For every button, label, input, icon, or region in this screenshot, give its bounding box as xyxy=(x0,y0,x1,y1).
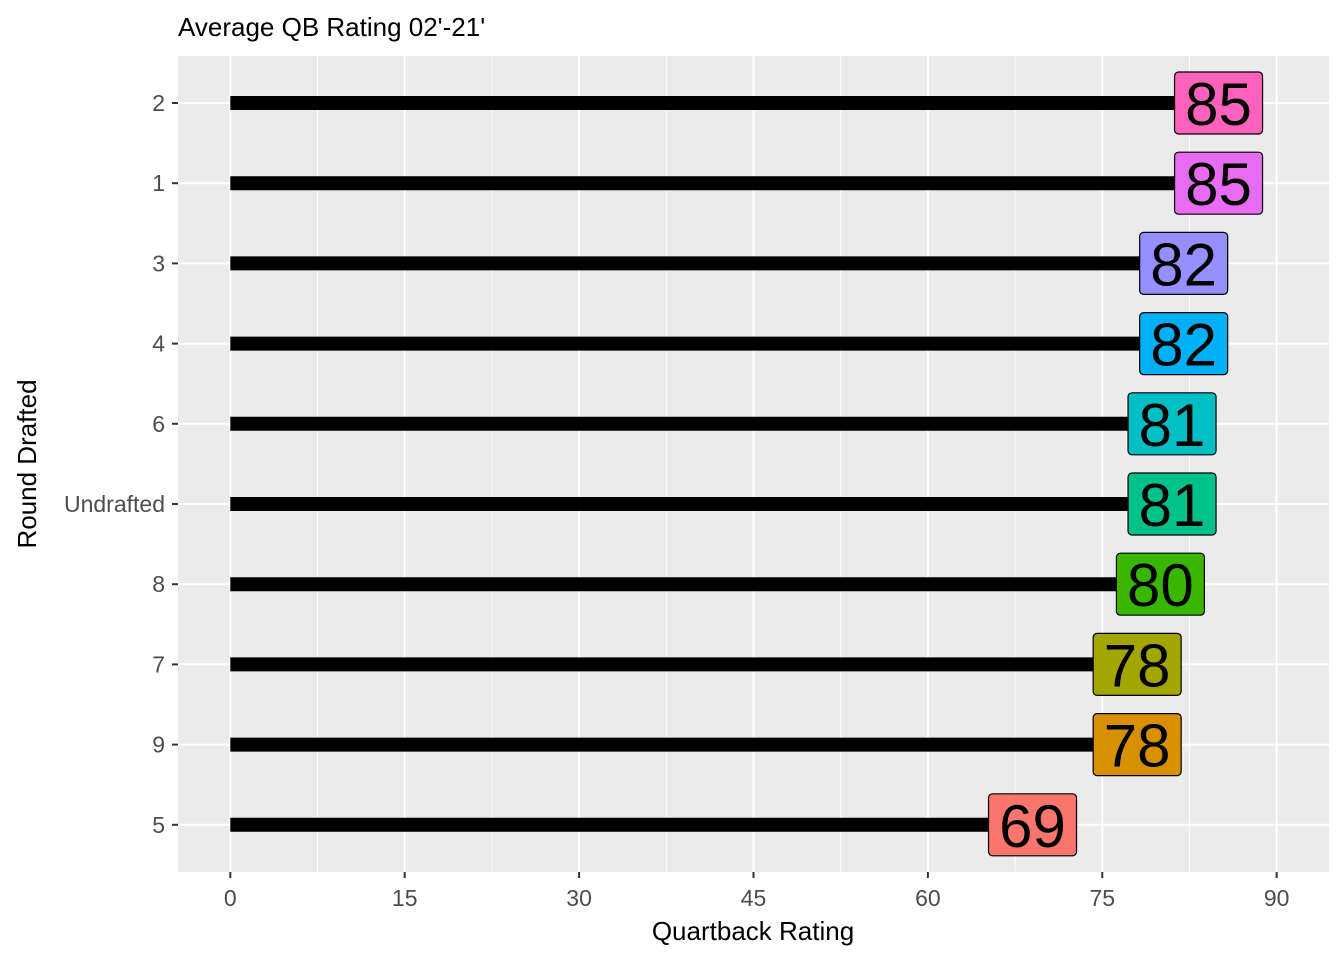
value-label-box xyxy=(1173,151,1264,215)
value-label-text: 85 xyxy=(1185,71,1252,138)
chart-title: Average QB Rating 02'-21' xyxy=(178,12,485,42)
value-label-box xyxy=(1139,231,1229,295)
bars-layer xyxy=(230,96,1219,832)
y-tick-label: 1 xyxy=(152,170,165,196)
y-tick-label: 4 xyxy=(152,331,165,357)
y-tick-label: 5 xyxy=(152,812,165,838)
x-axis: 0 15 30 45 60 75 90 xyxy=(224,872,1290,911)
value-label-text: 78 xyxy=(1104,713,1171,780)
value-label: 82 xyxy=(1139,231,1229,298)
value-label: 81 xyxy=(1127,472,1217,539)
value-label-box xyxy=(1092,712,1182,777)
y-tick-label: 3 xyxy=(152,250,165,276)
y-axis-title: Round Drafted xyxy=(12,379,42,548)
value-label-text: 80 xyxy=(1127,552,1194,619)
x-tick-label: 30 xyxy=(566,885,592,911)
value-label: 85 xyxy=(1173,71,1264,138)
x-axis-title: Quartback Rating xyxy=(652,916,854,946)
y-tick-label: 2 xyxy=(152,90,165,116)
y-tick-label: 6 xyxy=(152,411,165,437)
x-tick-label: 15 xyxy=(392,885,418,911)
grid-minor xyxy=(317,56,1190,872)
value-label: 78 xyxy=(1092,712,1182,780)
y-tick-label: Undrafted xyxy=(64,491,165,517)
value-label-text: 81 xyxy=(1139,392,1206,459)
value-label: 82 xyxy=(1139,312,1229,379)
x-tick-label: 90 xyxy=(1264,885,1290,911)
value-label-text: 82 xyxy=(1150,312,1217,379)
x-tick-label: 0 xyxy=(224,885,237,911)
value-label: 85 xyxy=(1173,151,1264,218)
value-label-box xyxy=(987,793,1078,857)
y-tick-label: 9 xyxy=(152,732,165,758)
value-label-box xyxy=(1115,552,1206,616)
value-labels-layer: 85 85 82 82 81 81 80 78 78 69 xyxy=(987,71,1264,860)
value-label-text: 85 xyxy=(1185,151,1252,218)
value-label: 69 xyxy=(987,793,1078,860)
value-label-box xyxy=(1173,71,1264,135)
value-label: 80 xyxy=(1115,552,1206,619)
value-label-text: 78 xyxy=(1104,632,1171,699)
y-axis: 2 1 3 4 6 Undrafted 8 7 9 5 xyxy=(64,90,178,838)
value-label-box xyxy=(1139,312,1229,376)
value-label-text: 69 xyxy=(999,793,1066,860)
value-label-box xyxy=(1127,472,1217,536)
x-tick-label: 60 xyxy=(915,885,941,911)
x-tick-label: 75 xyxy=(1089,885,1115,911)
value-label: 78 xyxy=(1092,632,1182,699)
x-tick-label: 45 xyxy=(741,885,767,911)
value-label-box xyxy=(1092,632,1182,697)
value-label: 81 xyxy=(1127,392,1217,459)
value-label-text: 81 xyxy=(1139,472,1206,539)
y-tick-label: 7 xyxy=(152,651,165,677)
y-tick-label: 8 xyxy=(152,571,165,597)
value-label-box xyxy=(1127,392,1217,456)
value-label-text: 82 xyxy=(1150,231,1217,298)
